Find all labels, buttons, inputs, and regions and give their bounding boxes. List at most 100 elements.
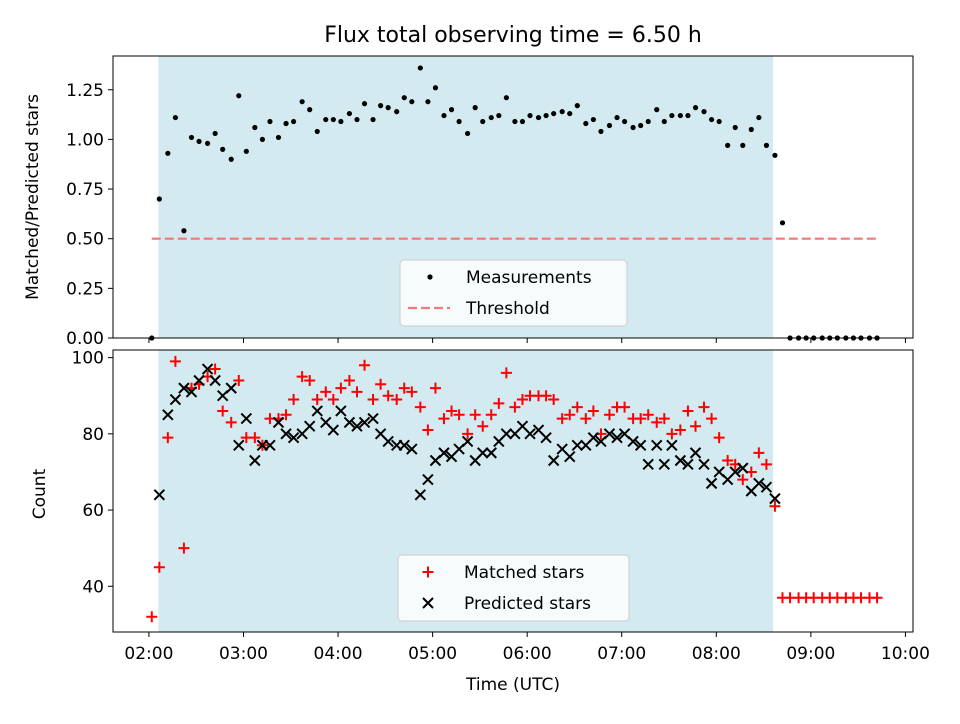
predicted-stars-point xyxy=(477,447,489,459)
matched-stars-point xyxy=(635,413,647,425)
matched-stars-point xyxy=(178,542,190,554)
predicted-stars-point xyxy=(651,439,663,451)
matched-stars-point xyxy=(438,413,450,425)
predicted-stars-point xyxy=(547,454,560,467)
bottom-plot-panel: 40 60 80 100 02:00 03:00 04:00 05:00 06:00 07:00 0… xyxy=(72,349,930,664)
top-measurement-point xyxy=(425,99,431,105)
predicted-stars-point xyxy=(760,481,773,493)
predicted-stars-point xyxy=(153,489,166,501)
top-measurement-point xyxy=(598,128,604,135)
predicted-stars-point xyxy=(500,428,513,440)
predicted-stars-point xyxy=(698,458,710,471)
matched-stars-point xyxy=(225,416,237,428)
predicted-stars-point xyxy=(571,439,584,451)
predicted-stars-point xyxy=(729,466,741,478)
top-measurement-point xyxy=(606,122,613,129)
top-measurement-point xyxy=(252,124,258,131)
top-measurement-point xyxy=(654,107,660,113)
matched-stars-point xyxy=(446,405,458,417)
matched-stars-point xyxy=(658,413,670,425)
predicted-stars-point xyxy=(240,412,253,425)
top-measurement-point xyxy=(283,120,289,127)
matched-stars-point xyxy=(713,432,725,444)
top-measurement-point xyxy=(409,99,415,105)
predicted-stars-point xyxy=(233,439,245,451)
matched-stars-point xyxy=(296,371,308,383)
predicted-stars-point xyxy=(162,409,174,421)
top-measurement-point xyxy=(535,114,542,121)
top-measurement-point xyxy=(645,118,651,125)
predicted-stars-point xyxy=(209,374,221,387)
top-measurement-point xyxy=(512,118,518,125)
top-measurement-point xyxy=(361,101,368,107)
predicted-stars-point xyxy=(642,458,654,471)
top-measurement-point xyxy=(385,105,391,111)
matched-stars-point xyxy=(280,409,292,421)
x-tick-label: 06:00 xyxy=(503,644,552,664)
predicted-stars-point xyxy=(627,435,639,448)
predicted-stars-point xyxy=(351,420,363,432)
matched-stars-point xyxy=(429,382,441,394)
top-measurement-point xyxy=(370,116,376,123)
top-measurement-point xyxy=(725,142,731,148)
x-tick-label: 10:00 xyxy=(881,644,930,664)
top-measurement-point xyxy=(590,116,596,123)
bottom-y-axis-label: Count xyxy=(30,468,50,519)
top-measurement-point xyxy=(330,116,336,123)
top-measurement-point xyxy=(307,107,313,113)
x-tick-label: 04:00 xyxy=(314,644,363,664)
top-measurement-point xyxy=(685,112,691,119)
matched-stars-point xyxy=(666,428,678,440)
top-measurement-point xyxy=(763,142,770,148)
top-legend-box xyxy=(399,259,628,327)
matched-stars-point xyxy=(335,382,347,394)
top-measurement-point xyxy=(181,228,187,234)
predicted-stars-point xyxy=(398,439,410,451)
top-plot-panel: 0.00 0.25 0.50 0.75 1.00 1.25 Measurements Thre… xyxy=(66,55,914,349)
top-measurement-point xyxy=(772,152,778,158)
x-tick-label: 03:00 xyxy=(219,644,268,664)
matched-stars-point xyxy=(556,413,568,425)
legend-label: Threshold xyxy=(465,299,550,319)
predicted-stars-point xyxy=(753,477,765,490)
legend-label: Predicted stars xyxy=(464,594,591,614)
top-measurement-point xyxy=(621,118,628,125)
predicted-stars-point xyxy=(611,431,623,444)
top-measurement-point xyxy=(574,103,580,109)
matched-stars-point xyxy=(540,390,552,402)
top-measurement-point xyxy=(519,118,526,125)
matched-stars-point xyxy=(153,561,165,573)
predicted-stars-point xyxy=(358,416,371,429)
matched-stars-point xyxy=(769,500,781,512)
matched-stars-point xyxy=(469,409,481,421)
legend-measurements-marker xyxy=(427,274,433,280)
predicted-stars-point xyxy=(422,473,434,486)
predicted-stars-point xyxy=(335,405,347,417)
matched-stars-point xyxy=(169,355,181,367)
predicted-stars-point xyxy=(249,454,261,467)
top-measurement-point xyxy=(267,118,273,125)
top-measurement-point xyxy=(212,130,218,137)
predicted-stars-point xyxy=(689,447,702,459)
matched-stars-point xyxy=(871,592,883,604)
predicted-stars-point xyxy=(225,382,237,394)
predicted-stars-point xyxy=(280,428,292,440)
matched-stars-point xyxy=(391,394,403,406)
top-measurement-point xyxy=(394,109,400,115)
matched-stars-point xyxy=(651,416,663,428)
predicted-stars-point xyxy=(382,435,394,448)
bottom-y-tick-label: 60 xyxy=(82,501,104,521)
predicted-stars-point xyxy=(564,450,576,463)
predicted-stars-point xyxy=(682,458,694,471)
top-measurement-point xyxy=(748,126,754,133)
top-measurement-point xyxy=(496,112,502,119)
matched-stars-point xyxy=(406,386,418,398)
matched-stars-point xyxy=(587,405,599,417)
matched-stars-point xyxy=(462,428,474,440)
predicted-stars-point xyxy=(367,412,379,425)
matched-stars-point xyxy=(753,447,765,459)
matched-stars-point xyxy=(493,397,505,409)
top-measurement-point xyxy=(448,107,455,113)
matched-stars-point xyxy=(367,394,379,406)
